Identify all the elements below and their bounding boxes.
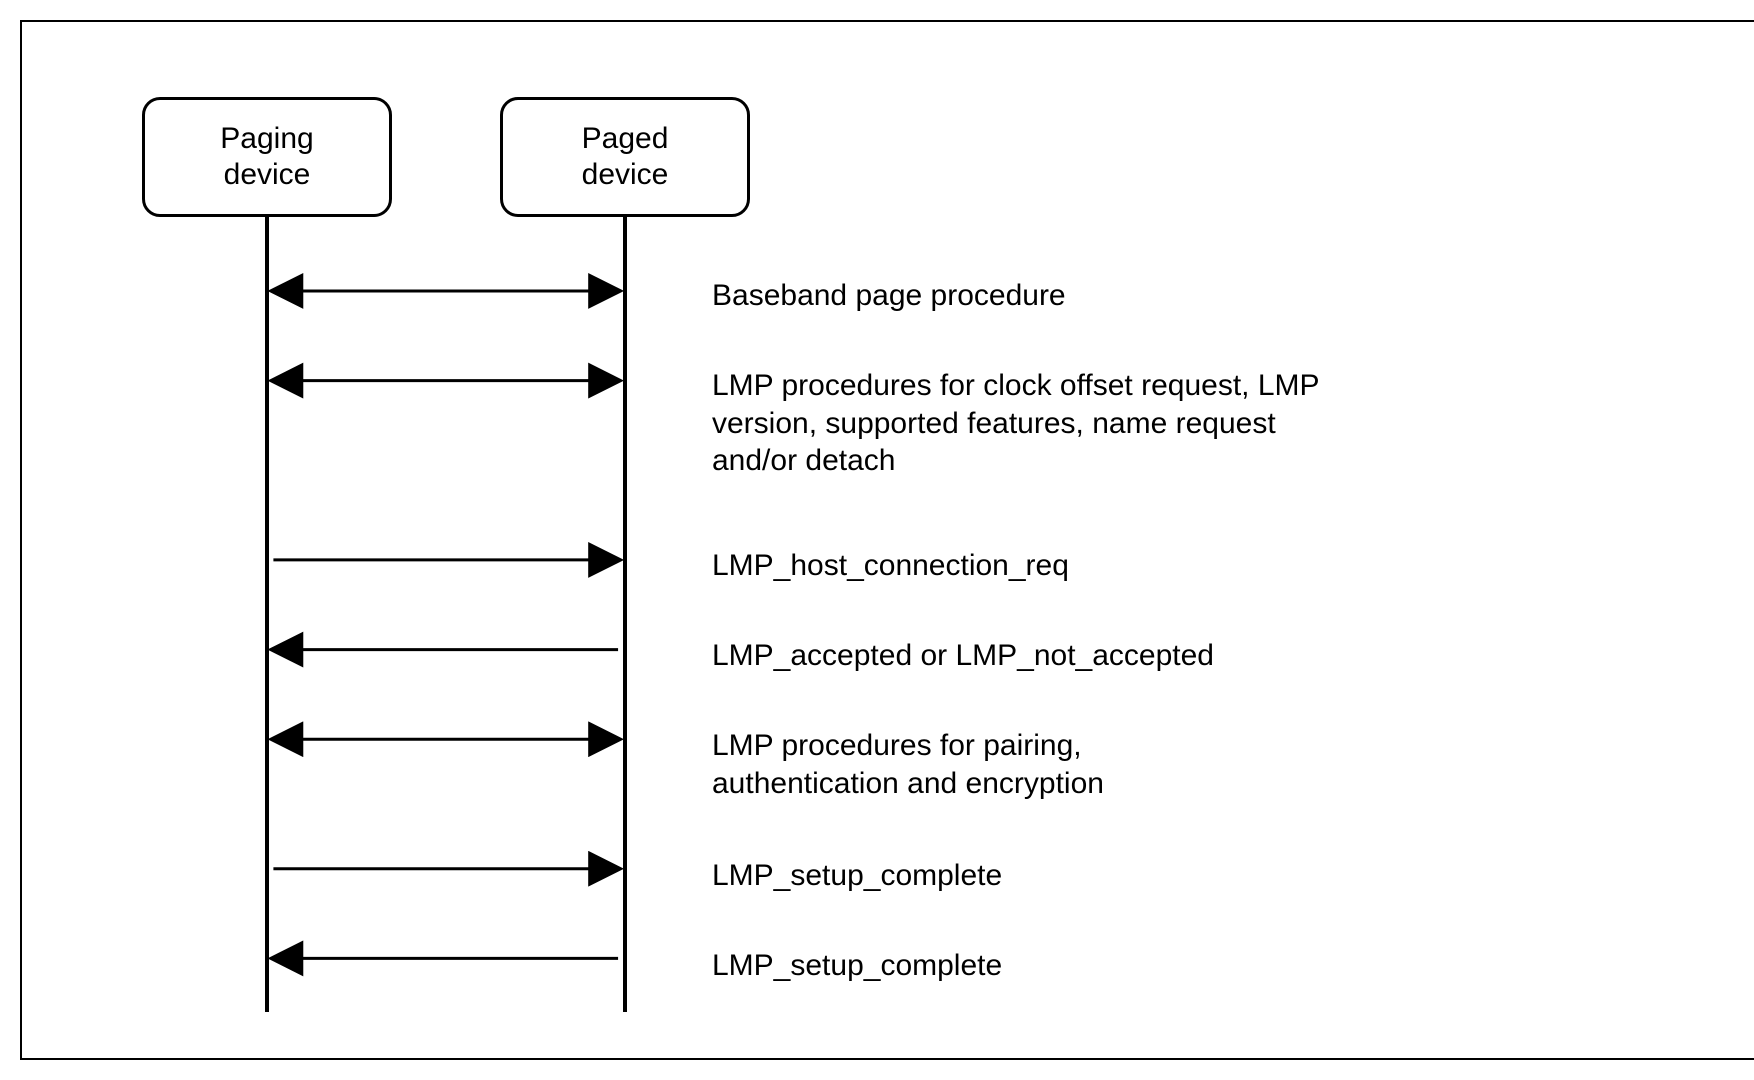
msg-label-6: LMP_setup_complete [712,947,1712,985]
participant-paging: Paging device [142,97,392,217]
participant-paging-line2: device [224,157,311,193]
msg-label-3: LMP_accepted or LMP_not_accepted [712,637,1712,675]
msg-label-0: Baseband page procedure [712,277,1712,315]
msg-label-2: LMP_host_connection_req [712,547,1712,585]
sequence-diagram-frame: Paging device Paged device Baseband page… [20,20,1754,1060]
msg-label-1: LMP procedures for clock offset request,… [712,367,1332,480]
participant-paged: Paged device [500,97,750,217]
lifeline-paging [265,217,269,1012]
participant-paged-line2: device [582,157,669,193]
msg-label-5: LMP_setup_complete [712,857,1712,895]
msg-label-4: LMP procedures for pairing, authenticati… [712,727,1272,802]
lifeline-paged [623,217,627,1012]
participant-paged-line1: Paged [582,121,669,157]
participant-paging-line1: Paging [220,121,313,157]
